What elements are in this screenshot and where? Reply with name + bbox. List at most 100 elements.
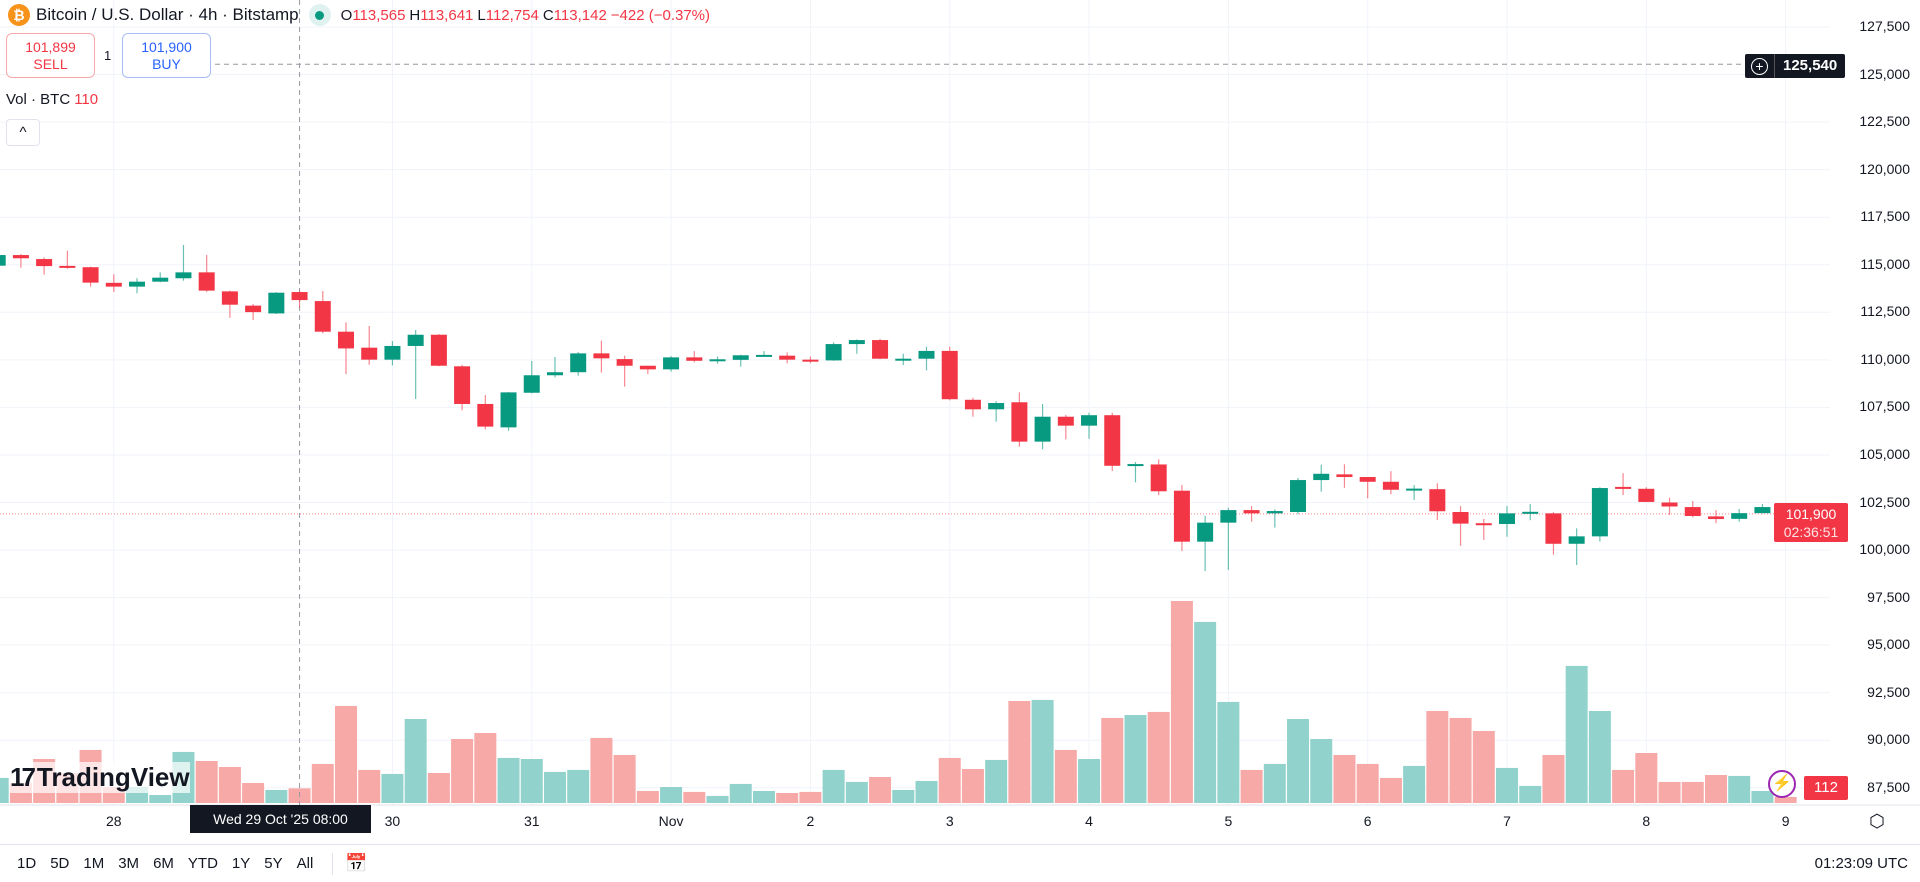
volume-axis-label: 112 bbox=[1804, 776, 1848, 800]
volume-bar bbox=[1728, 775, 1751, 803]
volume-bar bbox=[752, 791, 775, 803]
price-chart[interactable] bbox=[0, 0, 1920, 844]
volume-bar bbox=[358, 769, 381, 803]
candle-body bbox=[1591, 488, 1608, 537]
time-tick-label: 4 bbox=[1085, 813, 1093, 829]
volume-bar bbox=[1612, 769, 1635, 803]
volume-bar bbox=[427, 773, 450, 803]
volume-bar bbox=[1031, 699, 1054, 803]
price-tick-label: 107,500 bbox=[1859, 398, 1910, 415]
buy-label: BUY bbox=[152, 55, 181, 72]
volume-bar bbox=[892, 789, 915, 803]
volume-bar bbox=[636, 791, 659, 803]
candle-body bbox=[1359, 477, 1376, 482]
volume-bar bbox=[242, 783, 265, 803]
utc-clock[interactable]: 01:23:09 UTC bbox=[1814, 855, 1908, 872]
candle-body bbox=[941, 350, 958, 400]
volume-bar bbox=[1681, 781, 1704, 803]
range-button-1m[interactable]: 1M bbox=[83, 855, 105, 872]
candle-body bbox=[1104, 415, 1121, 466]
calendar-goto-date-icon[interactable]: 📅 bbox=[345, 853, 368, 873]
volume-bar bbox=[497, 757, 520, 803]
candle-body bbox=[129, 281, 146, 287]
chart-settings-icon[interactable]: ⬡ bbox=[1869, 811, 1885, 831]
candle-body bbox=[988, 403, 1005, 410]
price-tick-label: 110,000 bbox=[1860, 350, 1910, 367]
candle-body bbox=[1081, 415, 1098, 426]
candle-body bbox=[1336, 474, 1353, 478]
symbol-title[interactable]: Bitcoin / U.S. Dollar · 4h · Bitstamp bbox=[36, 5, 299, 24]
range-button-1y[interactable]: 1Y bbox=[231, 855, 251, 872]
candle-body bbox=[1034, 416, 1051, 442]
range-button-5d[interactable]: 5D bbox=[50, 855, 70, 872]
range-button-ytd[interactable]: YTD bbox=[187, 855, 218, 872]
candle-body bbox=[1754, 507, 1771, 514]
candle-body bbox=[59, 265, 76, 268]
time-tick-label: 28 bbox=[106, 813, 122, 829]
volume-bar bbox=[474, 733, 497, 803]
chevron-up-icon: ^ bbox=[19, 124, 27, 141]
lightning-assistant-icon[interactable]: ⚡ bbox=[1768, 770, 1796, 798]
range-button-1d[interactable]: 1D bbox=[17, 855, 37, 872]
volume-legend[interactable]: Vol · BTC 110 bbox=[6, 91, 99, 108]
volume-bar bbox=[776, 793, 799, 803]
candle-body bbox=[1266, 511, 1283, 514]
time-tick-label: 7 bbox=[1503, 813, 1511, 829]
volume-bar bbox=[381, 773, 404, 803]
price-tick-label: 127,500 bbox=[1859, 18, 1910, 34]
candle-body bbox=[1197, 522, 1214, 542]
sell-button[interactable]: 101,899 SELL bbox=[6, 33, 95, 78]
candle-body bbox=[1150, 464, 1167, 492]
volume-bar bbox=[985, 759, 1008, 803]
candle-body bbox=[291, 292, 308, 301]
range-button-all[interactable]: All bbox=[296, 855, 314, 872]
collapse-legend-button[interactable]: ^ bbox=[6, 119, 40, 146]
volume-bar bbox=[961, 769, 984, 803]
volume-bar bbox=[1240, 769, 1263, 803]
crosshair-time-label: Wed 29 Oct '25 08:00 bbox=[190, 805, 371, 833]
volume-bar bbox=[265, 789, 288, 803]
candle-body bbox=[1522, 511, 1539, 514]
volume-bar bbox=[1356, 763, 1379, 803]
candle-body bbox=[895, 358, 912, 361]
volume-bar bbox=[1774, 797, 1797, 803]
volume-bar bbox=[938, 757, 961, 803]
candle-body bbox=[1173, 490, 1190, 542]
tradingview-logo[interactable]: 17 TradingView bbox=[10, 762, 190, 793]
volume-bar bbox=[845, 781, 868, 803]
range-button-3m[interactable]: 3M bbox=[118, 855, 140, 872]
sell-price: 101,899 bbox=[25, 38, 76, 55]
candle-body bbox=[1661, 502, 1678, 507]
candle-body bbox=[570, 353, 587, 373]
volume-bar bbox=[567, 769, 590, 803]
price-tick-label: 102,500 bbox=[1859, 493, 1910, 510]
price-tick-label: 105,000 bbox=[1859, 445, 1910, 462]
volume-bar bbox=[1287, 719, 1310, 803]
ohlc-values: O113,565 H113,641 L112,754 C113,142 −422… bbox=[340, 6, 711, 24]
candle-body bbox=[686, 357, 703, 361]
candle-body bbox=[430, 334, 447, 366]
candle-body bbox=[1057, 416, 1074, 426]
volume-bar bbox=[1496, 767, 1518, 803]
candle-body bbox=[848, 340, 865, 345]
candle-body bbox=[1313, 473, 1330, 481]
volume-bar bbox=[0, 777, 9, 803]
candle-body bbox=[82, 267, 99, 283]
candle-body bbox=[1499, 513, 1515, 524]
volume-bar bbox=[1217, 701, 1240, 803]
volume-bar bbox=[195, 761, 218, 803]
candle-body bbox=[1707, 516, 1724, 520]
candle-body bbox=[175, 272, 192, 279]
price-tick-label: 120,000 bbox=[1859, 160, 1910, 177]
time-tick-label: 31 bbox=[523, 813, 540, 829]
candle-body bbox=[616, 359, 633, 366]
range-button-5y[interactable]: 5Y bbox=[264, 855, 283, 872]
crosshair-price-label: + 125,540 bbox=[1745, 54, 1846, 78]
add-alert-button[interactable]: + bbox=[1745, 54, 1775, 78]
volume-bar bbox=[1588, 711, 1611, 803]
price-tick-label: 122,500 bbox=[1859, 113, 1910, 130]
range-button-6m[interactable]: 6M bbox=[153, 855, 174, 872]
candle-body bbox=[1243, 510, 1260, 514]
buy-button[interactable]: 101,900 BUY bbox=[122, 33, 211, 78]
volume-bar bbox=[1472, 731, 1495, 803]
